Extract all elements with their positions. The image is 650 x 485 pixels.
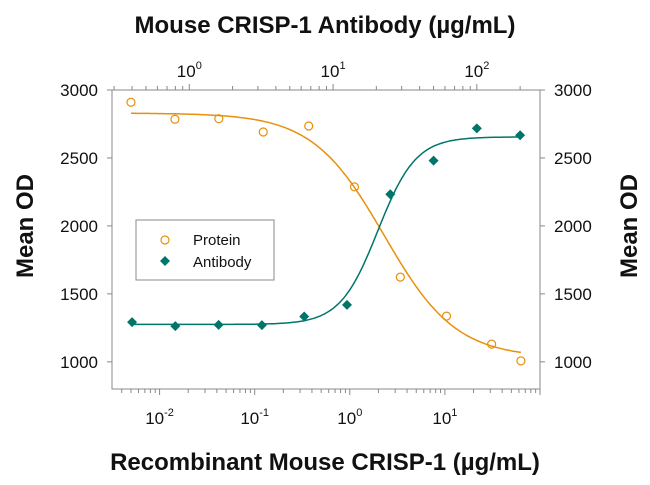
legend: Protein Antibody <box>135 219 275 281</box>
top-tick-label: 102 <box>464 60 489 81</box>
y-tick-label-left: 3000 <box>60 81 98 100</box>
bottom-tick-label: 100 <box>337 407 362 428</box>
legend-marker-antibody <box>160 256 170 266</box>
y-tick-label-right: 1000 <box>554 353 592 372</box>
top-tick-label: 101 <box>321 60 346 81</box>
top-axis-title: Mouse CRISP-1 Antibody (µg/mL) <box>135 12 516 39</box>
legend-box <box>135 219 275 281</box>
x-axis-title: Recombinant Mouse CRISP-1 (µg/mL) <box>110 449 540 476</box>
data-point-antibody <box>256 320 267 331</box>
data-point-antibody <box>127 317 138 328</box>
data-point-protein <box>214 114 224 124</box>
y-axis-title-right: Mean OD <box>616 174 643 278</box>
data-point-protein <box>126 97 136 107</box>
y-axis-title-left: Mean OD <box>12 174 39 278</box>
y-tick-label-left: 1500 <box>60 285 98 304</box>
fit-curve-protein <box>131 112 522 354</box>
top-tick-label: 100 <box>177 60 202 81</box>
data-point-antibody <box>515 130 526 141</box>
data-point-antibody <box>213 319 224 330</box>
data-point-antibody <box>299 311 310 322</box>
data-point-antibody <box>170 321 181 332</box>
y-tick-label-right: 1500 <box>554 285 592 304</box>
data-point-antibody <box>385 189 396 200</box>
data-point-protein <box>258 127 268 137</box>
bottom-tick-label: 10-1 <box>240 407 269 428</box>
data-point-protein <box>487 339 497 349</box>
y-tick-label-left: 2500 <box>60 149 98 168</box>
y-tick-label-right: 2000 <box>554 217 592 236</box>
data-point-antibody <box>471 123 482 134</box>
y-tick-label-left: 1000 <box>60 353 98 372</box>
legend-marker-protein <box>160 235 170 245</box>
fit-curve-antibody <box>132 136 521 326</box>
legend-label-antibody: Antibody <box>193 254 252 271</box>
data-point-protein <box>395 272 405 282</box>
y-tick-label-right: 3000 <box>554 81 592 100</box>
data-point-protein <box>349 182 360 192</box>
legend-label-protein: Protein <box>193 232 241 249</box>
y-tick-label-right: 2500 <box>554 149 592 168</box>
bottom-tick-label: 10-2 <box>145 407 174 428</box>
data-point-protein <box>441 311 452 321</box>
data-point-antibody <box>428 155 439 166</box>
data-point-protein <box>170 114 180 124</box>
data-point-protein <box>304 121 314 131</box>
data-point-protein <box>516 356 526 366</box>
data-point-antibody <box>341 299 352 310</box>
y-tick-label-left: 2000 <box>60 217 98 236</box>
bottom-tick-label: 101 <box>432 407 457 428</box>
